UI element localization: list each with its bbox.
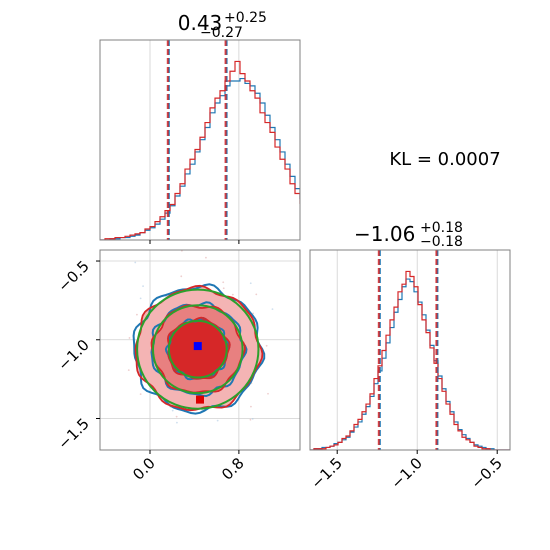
joint-sample-point [222,287,225,290]
joint-sample-point [251,417,254,420]
joint-sample-point [128,337,131,339]
joint-contour-panel [96,249,317,454]
joint-sample-point [249,418,252,421]
gaussian-overlay-contour [152,304,244,395]
param2-estimate-histogram [310,270,510,450]
joint-sample-point [136,313,138,316]
joint-sample-point [249,282,252,285]
joint-y-tick-label: −1.0 [54,336,92,374]
joint-sample-point [142,285,144,288]
joint-sample-point [175,415,178,418]
param1-panel-frame [99,39,301,241]
joint-sample-point [139,297,142,300]
true-value-marker [193,342,202,351]
param2-plot-area [310,250,510,450]
joint-sample-point [127,369,130,372]
param2-title-upper-error: +0.18 [420,220,463,236]
gaussian-overlay-contour [136,288,260,410]
joint-sample-point [255,293,258,296]
joint-sample-point [180,275,183,278]
param2-x-tick-label: −0.5 [468,454,506,492]
param1-title: 0.43 [178,11,223,35]
param2-reference-histogram [310,278,510,450]
joint-y-tick-label: −1.5 [54,415,92,453]
param1-histogram-panel [99,39,301,244]
param1-title-lower-error: −0.27 [200,25,243,41]
joint-sample-point [176,421,178,424]
joint-sample-point [216,419,219,422]
param2-title: −1.06 [354,222,415,246]
gaussian-overlay-contour [167,319,228,379]
joint-x-tick-label: 0.0 [129,454,159,484]
joint-sample-point [222,281,225,284]
param2-histogram-panel [309,249,511,454]
joint-x-tick-label: 0.8 [218,454,248,484]
joint-sample-point [250,405,252,408]
param2-title-lower-error: −0.18 [420,234,463,250]
joint-sample-point [115,452,117,454]
estimate-marker [196,395,204,404]
joint-sample-point [271,308,274,311]
joint-sample-point [139,393,142,395]
joint-sample-point [134,261,137,264]
joint-sample-point [252,312,255,315]
joint-sample-point [267,392,269,395]
param1-plot-area [100,40,300,240]
joint-plot-area [115,250,317,454]
param2-panel-frame [309,249,511,451]
param2-x-tick-label: −1.5 [308,454,346,492]
joint-sample-point [265,344,268,347]
kl-annotation: KL = 0.0007 [389,149,500,170]
joint-panel-frame [99,249,301,451]
param1-title-upper-error: +0.25 [224,10,267,26]
joint-sample-point [231,293,234,296]
joint-sample-point [171,409,174,412]
joint-sample-point [205,256,207,259]
joint-sample-point [315,337,317,339]
param2-x-tick-label: −1.0 [388,454,426,492]
joint-y-tick-label: −0.5 [54,257,92,295]
